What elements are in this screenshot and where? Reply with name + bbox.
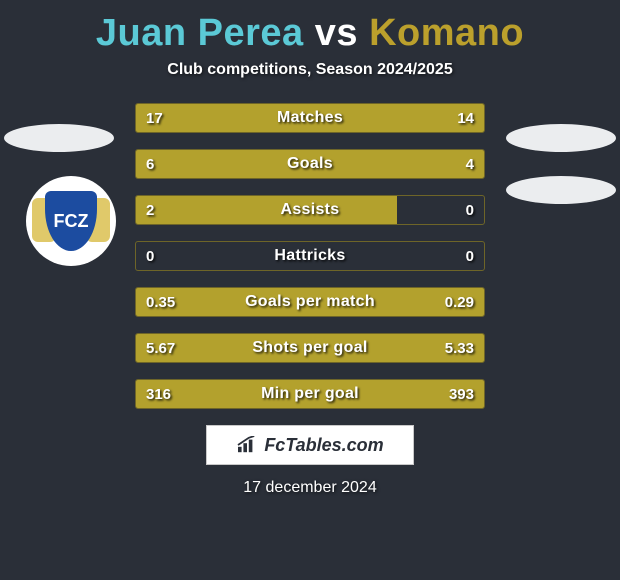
stat-label: Hattricks	[136, 242, 484, 270]
badge-shield-icon: FCZ	[45, 191, 97, 251]
player2-oval-icon-1	[506, 124, 616, 152]
stat-label: Goals per match	[136, 288, 484, 316]
stat-label: Goals	[136, 150, 484, 178]
brand-text: FcTables.com	[264, 435, 383, 456]
stat-value-right: 4	[466, 150, 474, 178]
stat-row: 0.35Goals per match0.29	[135, 287, 485, 317]
player2-name: Komano	[369, 12, 524, 54]
stat-row: 316Min per goal393	[135, 379, 485, 409]
stat-row: 17Matches14	[135, 103, 485, 133]
stat-value-right: 14	[457, 104, 474, 132]
stat-bars: 17Matches146Goals42Assists00Hattricks00.…	[135, 103, 485, 409]
stat-label: Matches	[136, 104, 484, 132]
stat-value-right: 0.29	[445, 288, 474, 316]
brand-chart-icon	[236, 436, 258, 454]
stat-label: Assists	[136, 196, 484, 224]
stat-row: 0Hattricks0	[135, 241, 485, 271]
comparison-title: Juan Perea vs Komano	[0, 0, 620, 55]
player1-oval-icon	[4, 124, 114, 152]
stat-label: Min per goal	[136, 380, 484, 408]
stat-row: 2Assists0	[135, 195, 485, 225]
stat-value-right: 5.33	[445, 334, 474, 362]
brand-box: FcTables.com	[206, 425, 414, 465]
stat-value-right: 393	[449, 380, 474, 408]
player1-name: Juan Perea	[96, 12, 304, 54]
stat-row: 5.67Shots per goal5.33	[135, 333, 485, 363]
player2-oval-icon-2	[506, 176, 616, 204]
footer-date: 17 december 2024	[0, 479, 620, 497]
stat-row: 6Goals4	[135, 149, 485, 179]
vs-text: vs	[315, 12, 358, 54]
badge-text: FCZ	[54, 211, 89, 232]
subtitle: Club competitions, Season 2024/2025	[0, 61, 620, 79]
stat-value-right: 0	[466, 196, 474, 224]
stat-value-right: 0	[466, 242, 474, 270]
club-badge: FCZ	[26, 176, 116, 266]
stat-label: Shots per goal	[136, 334, 484, 362]
